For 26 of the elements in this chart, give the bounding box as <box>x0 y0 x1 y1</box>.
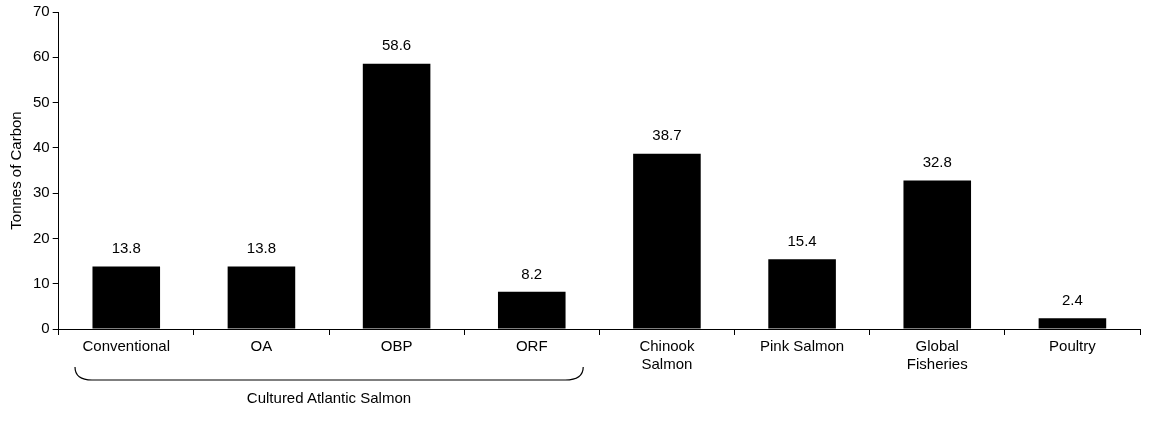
data-label: 13.8 <box>246 239 277 257</box>
y-tick-label: 70 <box>33 2 50 20</box>
x-tick-label: Global Fisheries <box>906 337 968 373</box>
x-tick-label: Conventional <box>82 337 171 355</box>
y-tick-label: 0 <box>41 319 50 337</box>
y-tick-label: 10 <box>33 273 50 291</box>
x-tick-label: Pink Salmon <box>759 337 845 355</box>
data-label: 38.7 <box>652 126 682 144</box>
x-tick-label: OA <box>250 337 273 355</box>
y-tick-label: 50 <box>33 92 50 110</box>
y-tick-label: 60 <box>33 47 50 65</box>
data-label: 15.4 <box>787 231 817 249</box>
text: Cultured Atlantic Salmon <box>245 389 413 406</box>
x-tick-label: ORF <box>515 337 548 355</box>
y-tick-label: 20 <box>33 228 50 246</box>
data-label: 32.8 <box>922 153 952 171</box>
data-label: 2.4 <box>1061 290 1083 308</box>
data-label: 13.8 <box>111 239 141 257</box>
data-label: 58.6 <box>381 36 412 54</box>
x-tick-label: Poultry <box>1049 337 1097 355</box>
y-tick-label: 30 <box>33 183 50 201</box>
y-tick-label: 40 <box>33 138 50 155</box>
x-tick-label: OBP <box>380 337 413 355</box>
data-label: 8.2 <box>521 264 543 282</box>
x-tick-label: Chinook Salmon <box>639 337 695 373</box>
y-axis-title: Tonnes of Carbon <box>7 111 25 230</box>
